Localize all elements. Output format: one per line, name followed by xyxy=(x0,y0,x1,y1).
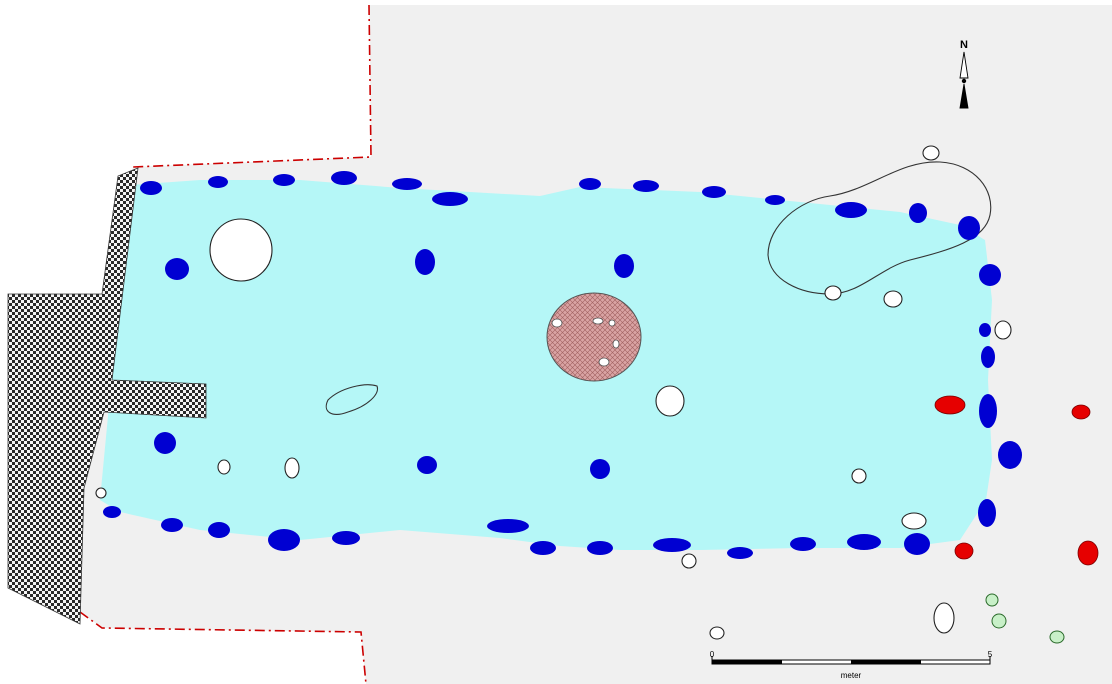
feature-outline-elongated xyxy=(325,384,378,415)
post-hole xyxy=(847,534,881,550)
north-arrow: N xyxy=(959,39,969,109)
scale-unit-label: meter xyxy=(841,671,862,680)
post-hole xyxy=(415,249,435,275)
post-hole xyxy=(487,519,529,533)
pit-large-west xyxy=(209,218,273,282)
post-hole xyxy=(590,459,610,479)
post-hole xyxy=(633,180,659,192)
post-hole xyxy=(979,323,991,337)
red-pits xyxy=(934,395,1099,566)
post-hole xyxy=(904,533,930,555)
pit xyxy=(901,512,927,530)
pit xyxy=(95,487,107,499)
post-hole xyxy=(790,537,816,551)
pit xyxy=(883,290,903,308)
post-hole xyxy=(979,264,1001,286)
post-hole xyxy=(208,522,230,538)
green-pits xyxy=(985,593,1065,644)
post-hole xyxy=(392,178,422,190)
post-hole xyxy=(432,192,468,206)
post-hole xyxy=(727,547,753,559)
post-hole xyxy=(702,186,726,198)
red-pit xyxy=(954,542,974,560)
pit xyxy=(681,553,697,569)
post-hole xyxy=(332,531,360,545)
wall-foundation xyxy=(7,167,207,625)
pit xyxy=(922,145,940,161)
red-pit xyxy=(934,395,966,415)
pit xyxy=(284,457,300,479)
post-hole xyxy=(765,195,785,205)
post-hole xyxy=(835,202,867,218)
hearth xyxy=(546,292,642,382)
scale-start-label: 0 xyxy=(710,650,715,659)
post-hole xyxy=(103,506,121,518)
post-hole xyxy=(614,254,634,278)
pit xyxy=(994,320,1012,340)
post-hole xyxy=(909,203,927,223)
post-hole xyxy=(979,394,997,428)
pit xyxy=(655,385,685,417)
post-holes xyxy=(103,171,1022,559)
pit xyxy=(217,459,231,475)
post-hole xyxy=(140,181,162,195)
post-hole xyxy=(579,178,601,190)
post-hole xyxy=(165,258,189,280)
post-hole xyxy=(273,174,295,186)
post-hole xyxy=(998,441,1022,469)
scale-bar: 0 5 meter xyxy=(710,650,993,680)
post-hole xyxy=(208,176,228,188)
post-hole xyxy=(268,529,300,551)
post-hole xyxy=(587,541,613,555)
post-hole xyxy=(331,171,357,185)
feature-outline-ne xyxy=(767,161,992,295)
post-hole xyxy=(981,346,995,368)
post-hole xyxy=(154,432,176,454)
north-arrow-label: N xyxy=(960,39,968,51)
north-arrow-icon xyxy=(959,51,969,79)
post-hole xyxy=(417,456,437,474)
pit xyxy=(709,626,725,640)
pit xyxy=(824,285,842,301)
post-hole xyxy=(530,541,556,555)
house-floor xyxy=(100,180,992,550)
post-hole xyxy=(653,538,691,552)
post-hole xyxy=(978,499,996,527)
post-hole xyxy=(161,518,183,532)
pit xyxy=(933,602,955,634)
red-pit xyxy=(1071,404,1091,420)
red-pit xyxy=(1077,540,1099,566)
green-pit xyxy=(991,613,1007,629)
pit xyxy=(851,468,867,484)
open-pits xyxy=(95,145,1012,640)
green-pit xyxy=(1049,630,1065,644)
scale-end-label: 5 xyxy=(988,650,993,659)
post-hole xyxy=(958,216,980,240)
green-pit xyxy=(985,593,999,607)
